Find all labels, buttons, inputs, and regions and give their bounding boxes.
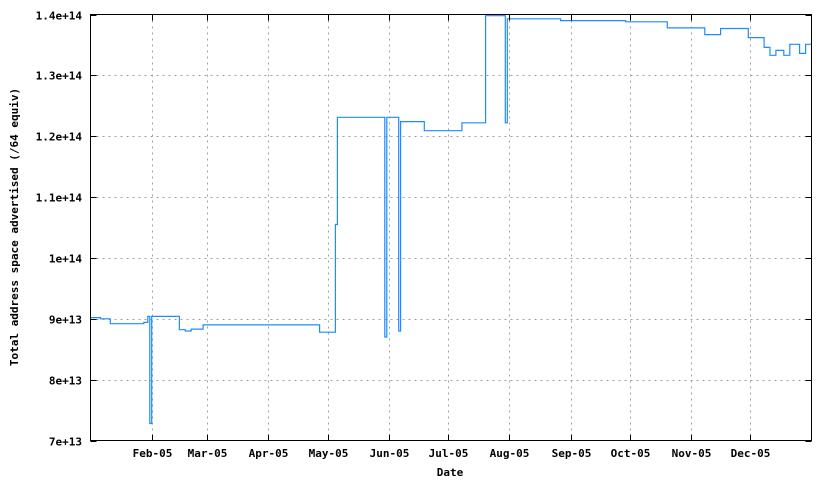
x-tick-label: Jun-05 (370, 447, 410, 460)
x-tick-label: Aug-05 (490, 447, 530, 460)
x-tick-label: Mar-05 (188, 447, 228, 460)
x-tick-label: Nov-05 (672, 447, 712, 460)
y-tick-label: 8e+13 (49, 375, 82, 388)
y-tick-label: 1.3e+14 (36, 70, 83, 83)
y-axis-label: Total address space advertised (/64 equi… (8, 88, 21, 366)
y-tick-label: 1e+14 (49, 253, 82, 266)
x-axis-label: Date (437, 466, 464, 479)
series-line (90, 15, 812, 425)
y-tick-label: 1.2e+14 (36, 131, 83, 144)
grid (90, 14, 812, 441)
y-axis: 7e+13 8e+13 9e+13 1e+14 1.1e+14 1.2e+14 1.3e+1… (36, 10, 812, 449)
series (90, 15, 812, 425)
x-tick-label: Dec-05 (731, 447, 771, 460)
x-tick-label: May-05 (309, 447, 349, 460)
y-tick-label: 7e+13 (49, 436, 82, 449)
x-axis: Feb-05 Mar-05 Apr-05 May-05 Jun-05 Jul-05 Aug-… (133, 14, 771, 460)
x-tick-label: Sep-05 (552, 447, 592, 460)
plot-border (90, 14, 812, 441)
y-tick-label: 1.4e+14 (36, 10, 83, 23)
y-tick-label: 9e+13 (49, 314, 82, 327)
x-tick-label: Feb-05 (133, 447, 173, 460)
y-tick-label: 1.1e+14 (36, 192, 83, 205)
x-tick-label: Jul-05 (429, 447, 469, 460)
x-tick-label: Oct-05 (611, 447, 651, 460)
x-tick-label: Apr-05 (249, 447, 289, 460)
